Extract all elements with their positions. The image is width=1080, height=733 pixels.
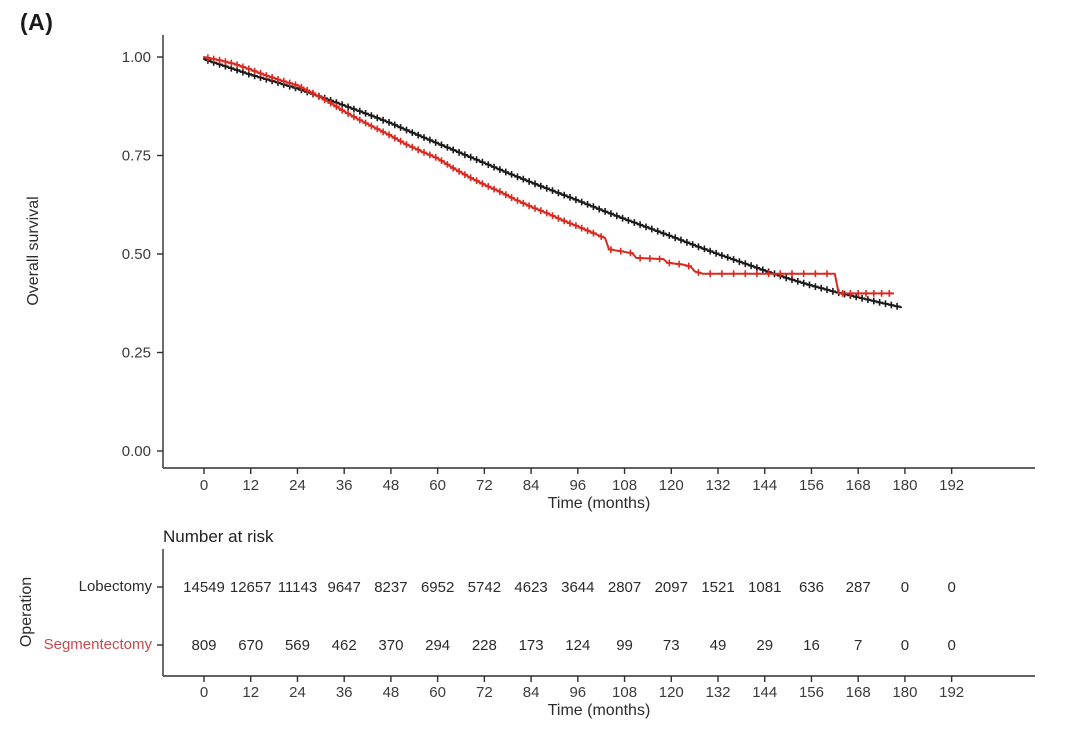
risk-count: 99 [616, 637, 633, 654]
risk-x-tick-label: 156 [799, 684, 824, 701]
y-tick-label: 0.50 [122, 246, 151, 263]
x-tick-label: 192 [939, 477, 964, 494]
x-tick-label: 132 [705, 477, 730, 494]
censor-marks-segmentectomy [204, 54, 893, 297]
risk-count: 11143 [278, 579, 318, 596]
risk-x-tick-label: 84 [523, 684, 540, 701]
risk-x-tick-label: 36 [336, 684, 353, 701]
risk-count: 8237 [374, 579, 407, 596]
x-tick-label: 48 [383, 477, 400, 494]
risk-x-tick-label: 60 [429, 684, 446, 701]
risk-row-label-1: Segmentectomy [43, 636, 152, 653]
risk-count: 370 [378, 637, 403, 654]
x-tick-label: 0 [200, 477, 208, 494]
risk-count: 670 [238, 637, 263, 654]
risk-count: 2807 [608, 579, 641, 596]
risk-count: 12657 [230, 579, 272, 596]
risk-count: 287 [846, 579, 871, 596]
risk-table-x-axis-title: Time (months) [547, 702, 651, 719]
y-tick-label: 0.00 [122, 443, 151, 460]
risk-count: 3644 [561, 579, 594, 596]
x-tick-label: 60 [429, 477, 446, 494]
risk-count: 294 [425, 637, 450, 654]
risk-count: 636 [799, 579, 824, 596]
risk-count: 29 [756, 637, 773, 654]
risk-x-tick-label: 120 [659, 684, 684, 701]
risk-count: 16 [803, 637, 820, 654]
survival-curve-lobectomy [203, 58, 902, 309]
risk-count: 228 [472, 637, 497, 654]
x-axis-title: Time (months) [547, 495, 651, 512]
x-tick-label: 144 [752, 477, 777, 494]
risk-x-tick-label: 0 [200, 684, 208, 701]
risk-count: 0 [901, 637, 909, 654]
x-tick-label: 12 [242, 477, 259, 494]
risk-x-tick-label: 180 [892, 684, 917, 701]
x-tick-label: 180 [892, 477, 917, 494]
x-tick-label: 36 [336, 477, 353, 494]
risk-count: 809 [191, 637, 216, 654]
x-tick-label: 96 [569, 477, 586, 494]
risk-count: 124 [565, 637, 590, 654]
risk-count: 4623 [514, 579, 547, 596]
x-tick-label: 72 [476, 477, 493, 494]
risk-count: 1081 [748, 579, 781, 596]
risk-table-title: Number at risk [163, 527, 274, 546]
risk-count: 7 [854, 637, 862, 654]
x-tick-label: 120 [659, 477, 684, 494]
x-tick-label: 156 [799, 477, 824, 494]
risk-x-tick-label: 132 [705, 684, 730, 701]
risk-x-tick-label: 168 [846, 684, 871, 701]
risk-count: 2097 [655, 579, 688, 596]
risk-count: 0 [947, 637, 955, 654]
risk-count: 49 [710, 637, 727, 654]
risk-x-tick-label: 12 [242, 684, 259, 701]
risk-x-tick-label: 72 [476, 684, 493, 701]
risk-x-tick-label: 144 [752, 684, 777, 701]
risk-count: 73 [663, 637, 680, 654]
risk-x-tick-label: 192 [939, 684, 964, 701]
risk-row-label-0: Lobectomy [78, 578, 152, 595]
risk-count: 1521 [701, 579, 734, 596]
risk-count: 9647 [327, 579, 360, 596]
x-tick-label: 24 [289, 477, 306, 494]
y-tick-label: 0.25 [122, 345, 151, 362]
panel-label: (A) [20, 9, 54, 35]
censor-marks-lobectomy [204, 56, 901, 310]
risk-x-tick-label: 48 [383, 684, 400, 701]
y-tick-label: 0.75 [122, 148, 151, 165]
risk-count: 569 [285, 637, 310, 654]
risk-count: 6952 [421, 579, 454, 596]
y-tick-label: 1.00 [122, 49, 151, 66]
risk-count: 0 [901, 579, 909, 596]
risk-x-tick-label: 108 [612, 684, 637, 701]
risk-x-tick-label: 96 [569, 684, 586, 701]
risk-x-tick-label: 24 [289, 684, 306, 701]
risk-count: 14549 [183, 579, 225, 596]
x-tick-label: 108 [612, 477, 637, 494]
risk-count: 0 [947, 579, 955, 596]
x-tick-label: 84 [523, 477, 540, 494]
x-tick-label: 168 [846, 477, 871, 494]
risk-count: 173 [519, 637, 544, 654]
risk-count: 462 [332, 637, 357, 654]
risk-count: 5742 [468, 579, 501, 596]
